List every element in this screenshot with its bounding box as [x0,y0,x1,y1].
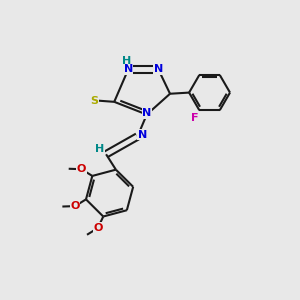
Text: O: O [70,201,80,211]
Text: N: N [124,64,133,74]
Text: H: H [122,56,132,66]
Text: O: O [77,164,86,174]
Text: F: F [191,113,198,123]
Text: H: H [95,144,104,154]
Text: N: N [154,64,163,74]
Text: N: N [142,108,152,118]
Text: N: N [138,130,147,140]
Text: S: S [91,96,98,106]
Text: O: O [93,223,103,233]
